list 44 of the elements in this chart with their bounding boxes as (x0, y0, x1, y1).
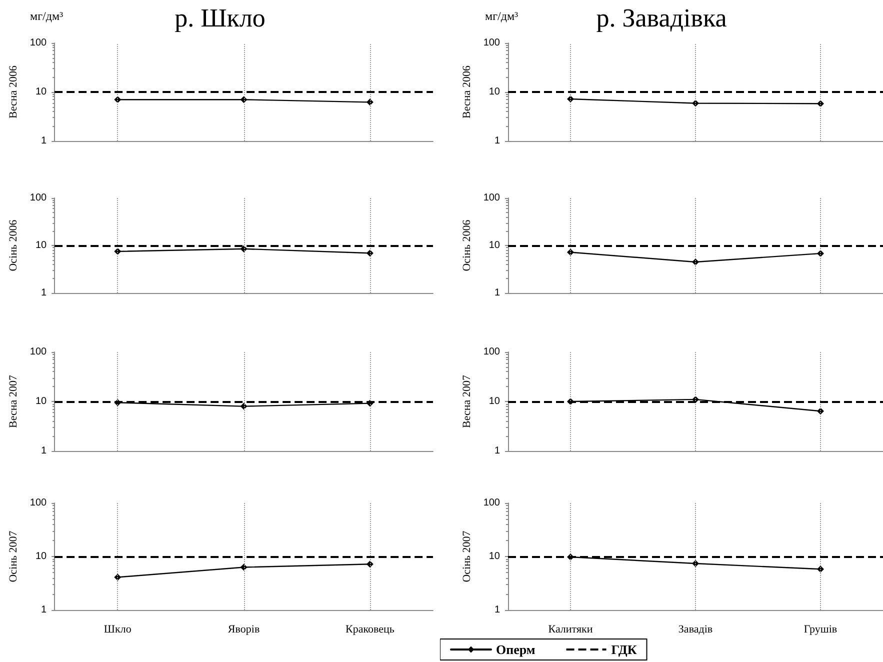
y-tick-label: 100 (30, 498, 48, 508)
y-tick-label: 1 (41, 288, 48, 298)
y-tick-label: 100 (483, 192, 500, 204)
y-tick-label: 10 (488, 86, 500, 98)
y-axis-title: Весна 2006 (8, 65, 20, 118)
y-tick-label: 1 (41, 136, 48, 146)
y-tick-label: 10 (488, 240, 500, 251)
y-tick-label: 100 (30, 346, 48, 358)
y-tick-label: 1 (494, 604, 500, 616)
y-axis-title: Осінь 2007 (460, 530, 473, 582)
y-tick-label: 100 (483, 498, 500, 508)
y-axis-title: Осінь 2006 (460, 219, 473, 272)
y-tick-label: 100 (483, 38, 500, 48)
legend-label: Оперм (496, 642, 536, 657)
y-tick-label: 10 (35, 551, 48, 562)
y-axis-title: Осінь 2006 (8, 219, 20, 272)
y-tick-label: 1 (41, 604, 48, 616)
x-tick-label: Калитяки (548, 624, 593, 636)
y-tick-label: 1 (494, 288, 500, 298)
chart-title: р. Шкло (174, 4, 266, 32)
text: мг/дм³ (485, 9, 519, 23)
x-tick-label: Яворів (228, 624, 260, 636)
y-axis-title: Весна 2007 (460, 374, 473, 428)
x-tick-label: Краковець (345, 624, 394, 636)
x-tick-label: Завадів (678, 624, 713, 636)
y-tick-label: 100 (30, 192, 48, 204)
y-tick-label: 10 (35, 86, 48, 98)
y-tick-label: 10 (35, 396, 48, 407)
y-tick-label: 1 (494, 446, 500, 456)
legend-label: ГДК (611, 642, 638, 657)
y-tick-label: 10 (488, 551, 500, 562)
y-tick-label: 10 (35, 240, 48, 251)
y-tick-label: 1 (494, 136, 500, 146)
y-tick-label: 100 (483, 346, 500, 358)
y-axis-title: Осінь 2007 (8, 530, 20, 582)
y-axis-title: Весна 2007 (8, 374, 20, 428)
x-tick-label: Шкло (104, 624, 132, 636)
chart-title: р. Завадівка (596, 4, 728, 32)
y-tick-label: 10 (488, 396, 500, 407)
y-axis-title: Весна 2006 (460, 65, 473, 118)
y-tick-label: 100 (30, 38, 48, 48)
text: мг/дм³ (30, 9, 64, 23)
x-tick-label: Грушів (804, 624, 838, 636)
y-tick-label: 1 (41, 446, 48, 456)
